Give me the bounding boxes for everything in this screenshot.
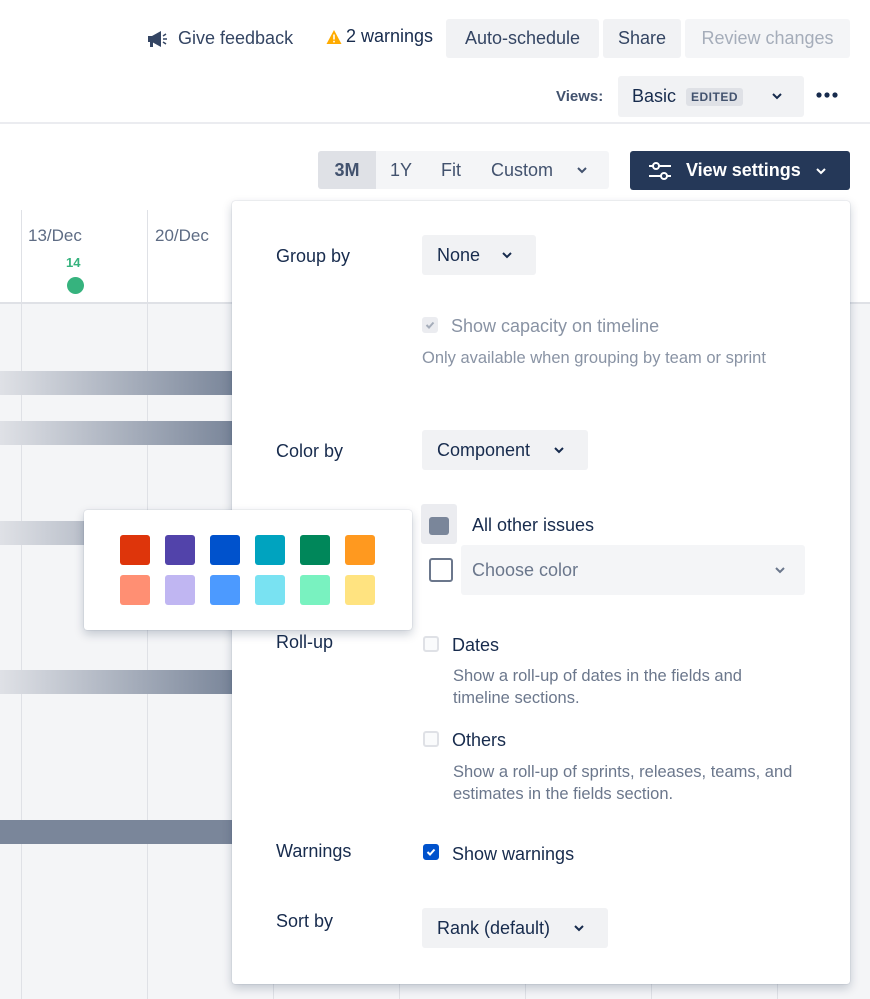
color-swatch[interactable] [165,535,195,565]
give-feedback-label: Give feedback [178,28,294,48]
check-icon [426,848,436,856]
views-value: Basic [632,86,677,106]
review-changes-button[interactable]: Review changes [685,19,850,58]
views-select[interactable]: Basic EDITED [618,76,804,117]
rollup-dates-checkbox[interactable] [423,636,439,652]
sort-by-label: Sort by [276,911,334,931]
auto-schedule-button[interactable]: Auto-schedule [446,19,599,58]
current-color-swatch [429,517,449,535]
color-swatch[interactable] [345,575,375,605]
zoom-controls: 3M 1Y Fit Custom [318,151,609,189]
rollup-others-help: Show a roll-up of sprints, releases, tea… [453,763,793,803]
chevron-down-icon [816,168,826,175]
zoom-3m-button[interactable]: 3M [318,151,376,189]
share-button[interactable]: Share [603,19,681,58]
date-label-20-dec: 20/Dec [155,226,209,245]
chevron-down-icon [775,567,785,574]
choose-color-select[interactable]: Choose color [461,545,805,595]
new-color-swatch[interactable] [429,558,453,582]
view-settings-button[interactable]: View settings [630,151,850,190]
timeline-bar[interactable] [0,421,232,445]
timeline-bar[interactable] [0,371,232,395]
color-swatch[interactable] [300,575,330,605]
chevron-down-icon [577,167,587,174]
warnings-label: Warnings [276,841,352,861]
top-bar: Give feedback 2 warnings Auto-schedule S… [0,0,870,124]
color-by-label: Color by [276,441,344,461]
views-label: Views: [556,88,604,105]
all-other-issues-label: All other issues [472,515,595,535]
capacity-help-text: Only available when grouping by team or … [422,349,766,367]
today-marker [67,277,84,294]
color-swatch[interactable] [255,535,285,565]
timeline-bar[interactable] [0,820,232,844]
choose-color-placeholder: Choose color [472,559,579,580]
color-palette-popup [84,510,412,630]
sort-by-select[interactable]: Rank (default) [422,908,608,948]
rollup-dates-help: Show a roll-up of dates in the fields an… [453,667,742,707]
warnings-button[interactable]: 2 warnings [326,26,433,47]
chevron-down-icon [502,252,512,259]
show-capacity-label: Show capacity on timeline [451,316,660,336]
grid-line [21,210,22,999]
color-swatch-button[interactable] [421,504,457,544]
show-warnings-label: Show warnings [452,844,575,864]
more-icon[interactable] [815,88,839,102]
chevron-down-icon [574,925,584,932]
color-swatch[interactable] [210,575,240,605]
show-capacity-checkbox[interactable] [422,317,438,333]
chevron-down-icon [772,93,782,100]
zoom-1y-button[interactable]: 1Y [389,159,413,180]
rollup-others-checkbox[interactable] [423,731,439,747]
color-swatch[interactable] [345,535,375,565]
rollup-others-label: Others [452,730,507,750]
color-swatch[interactable] [165,575,195,605]
group-by-label: Group by [276,246,351,266]
show-warnings-checkbox[interactable] [423,844,439,860]
sliders-icon [649,161,671,180]
timeline-bar[interactable] [0,670,232,694]
color-swatch[interactable] [255,575,285,605]
roll-up-label: Roll-up [276,632,334,652]
zoom-custom-select[interactable]: Custom [476,151,609,189]
group-by-select[interactable]: None [422,235,536,275]
color-swatch[interactable] [120,575,150,605]
group-by-value: None [437,244,481,265]
give-feedback-button[interactable]: Give feedback [146,28,293,49]
view-settings-label: View settings [686,160,801,180]
color-swatch[interactable] [300,535,330,565]
chevron-down-icon [554,447,564,454]
megaphone-icon [148,30,167,47]
color-swatch[interactable] [210,535,240,565]
rollup-dates-label: Dates [452,635,500,655]
sort-by-value: Rank (default) [437,917,551,938]
color-swatch[interactable] [120,535,150,565]
edited-badge: EDITED [686,87,744,106]
check-icon [425,321,435,329]
color-by-select[interactable]: Component [422,430,588,470]
zoom-fit-button[interactable]: Fit [441,159,461,180]
zoom-custom-label: Custom [491,159,554,180]
warning-icon [326,29,342,44]
warnings-label: 2 warnings [346,26,434,46]
color-by-value: Component [437,439,531,460]
date-label-13-dec: 13/Dec [28,226,82,245]
today-number: 14 [66,255,81,270]
